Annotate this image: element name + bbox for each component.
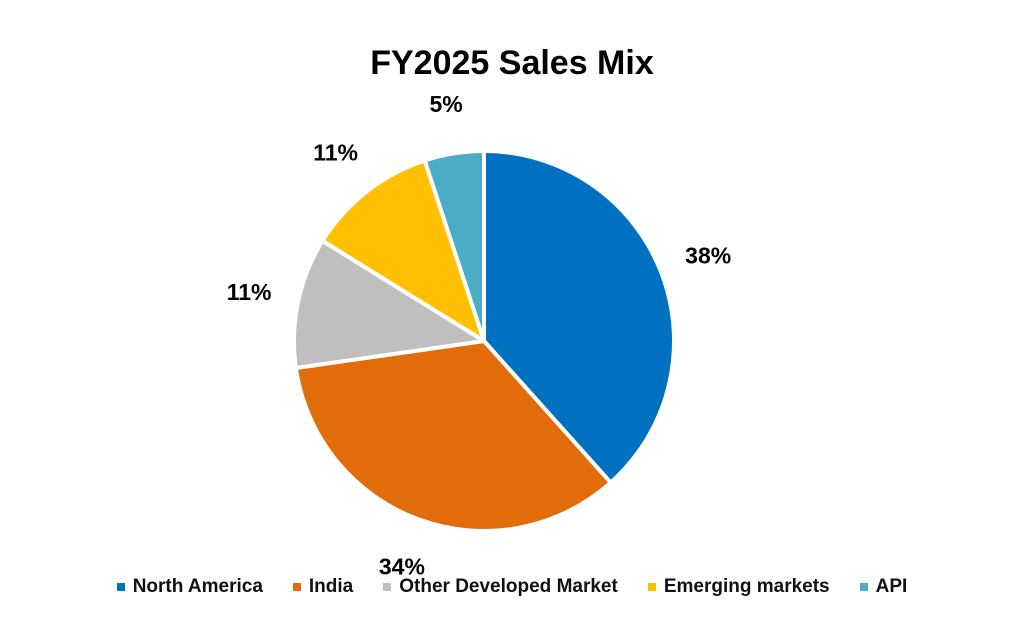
legend-swatch <box>292 583 301 591</box>
legend-label: API <box>875 576 908 597</box>
legend-swatch <box>647 583 656 591</box>
legend-label: North America <box>132 576 263 597</box>
data-label-api: 5% <box>429 91 462 117</box>
legend-item-other-developed-market: Other Developed Market <box>383 576 618 598</box>
legend-item-north-america: North America <box>116 576 263 598</box>
data-label-emerging-markets: 11% <box>313 139 358 165</box>
data-label-other-developed-market: 11% <box>227 279 272 305</box>
legend-item-emerging-markets: Emerging markets <box>647 576 830 598</box>
legend-item-api: API <box>859 576 908 598</box>
legend-label: Emerging markets <box>663 576 830 597</box>
pie-slice-india <box>293 339 613 533</box>
pie-slice-other-developed-market <box>292 238 486 371</box>
pie-slice-north-america <box>482 149 677 485</box>
chart-title: FY2025 Sales Mix <box>370 44 654 82</box>
pie-slice-api <box>422 149 486 343</box>
legend-swatch <box>116 583 125 591</box>
legend-swatch <box>383 583 392 591</box>
legend-item-india: India <box>292 576 354 598</box>
pie-slices <box>292 149 677 533</box>
pie-slice-emerging-markets <box>320 158 486 343</box>
legend-label: Other Developed Market <box>399 576 618 597</box>
data-label-india: 34% <box>379 554 425 580</box>
data-label-north-america: 38% <box>685 242 731 268</box>
legend-swatch <box>859 583 868 591</box>
legend-label: India <box>308 576 354 597</box>
legend: North America India Other Developed Market… <box>0 576 1024 598</box>
pie-data-labels: 38% 34% 11% 11% 5% <box>227 91 732 580</box>
